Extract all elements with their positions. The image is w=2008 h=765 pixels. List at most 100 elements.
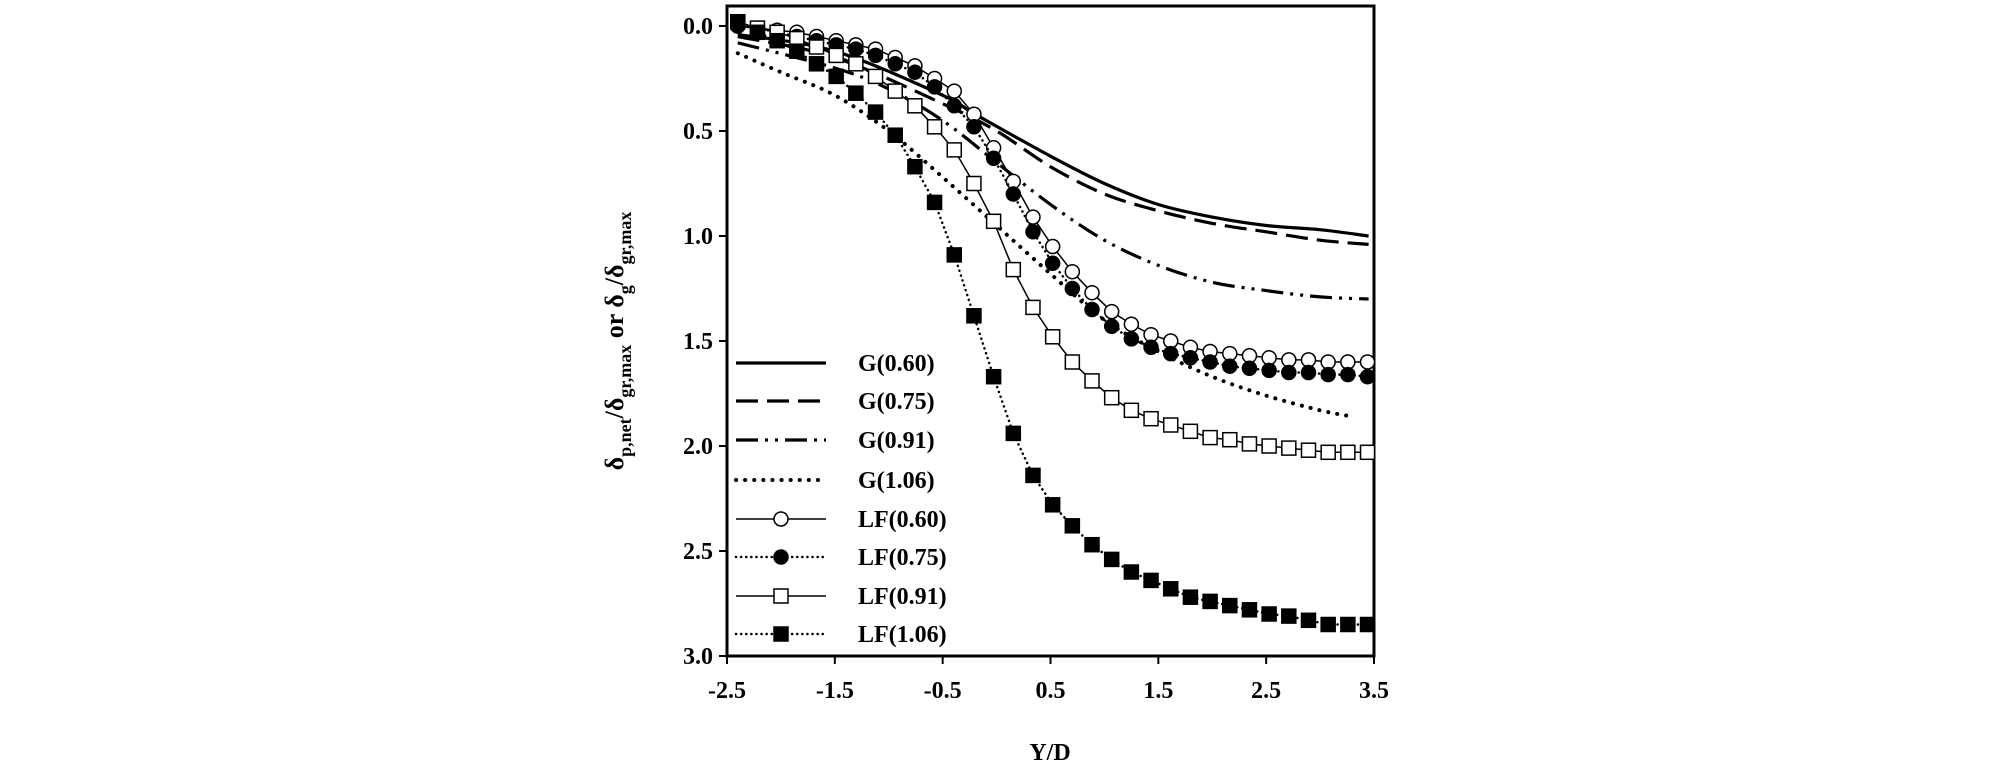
y-tick-label: 2.5 [683,539,713,565]
data-point [946,98,963,114]
data-point [907,64,923,80]
legend-label: LF(0.75) [858,545,947,571]
legend-swatch-marker [773,549,789,565]
data-point [1359,616,1376,633]
data-point [1320,616,1336,633]
data-point [1241,436,1258,452]
data-point [1261,606,1277,622]
data-point [966,175,982,192]
data-point [926,194,943,211]
data-point [828,68,844,85]
data-point [828,47,844,64]
data-point [1359,444,1376,461]
data-point [867,104,884,120]
series-lf-0-75 [730,18,1376,385]
data-point [848,85,864,101]
x-tick-label: -2.5 [708,678,746,704]
x-tick-label: 1.5 [1143,678,1173,704]
legend-swatch-marker [773,626,789,642]
data-point [926,119,943,135]
legend-label: LF(1.06) [858,622,947,648]
legend-label: LF(0.60) [858,507,947,533]
data-point [789,43,805,59]
data-point [926,79,943,95]
series-line [737,21,1368,454]
series-layer [730,14,1376,633]
data-point [1084,536,1100,553]
data-point [1340,366,1356,383]
y-label-symbol: /δ [600,398,629,420]
data-point [1044,497,1061,513]
data-point [1103,389,1120,406]
data-point [1320,444,1336,461]
legend-item: LF(0.60) [736,507,947,533]
data-point [1064,280,1081,297]
x-axis-label: Y/D [1029,740,1070,765]
legend: G(0.60) G(0.75) G(0.91) G(1.06) LF(0.60) LF(0… [734,351,947,648]
data-point [1162,345,1179,362]
data-point [1044,238,1061,255]
data-point [1261,438,1277,454]
data-point [1123,402,1140,419]
data-point [867,68,884,85]
data-point [1103,303,1120,320]
data-point [1182,423,1199,440]
data-point [1162,581,1179,597]
legend-swatch-marker [773,511,789,527]
data-point [848,56,864,72]
x-tick-label: -0.5 [924,678,962,704]
data-point [769,32,785,49]
y-label-symbol: δ [600,457,629,471]
data-point [1359,368,1376,385]
legend-item: LF(1.06) [734,622,947,648]
x-tick-label: 2.5 [1251,678,1281,704]
y-tick-label: 3.0 [683,644,713,670]
data-point [1044,255,1061,272]
series-g-0-75 [737,34,1369,246]
series-lf-1-06 [730,14,1376,633]
data-point [1064,518,1081,534]
data-point [1044,329,1061,345]
legend-label: G(0.60) [858,351,935,377]
series-lf-0-91 [730,14,1376,461]
y-tick-label: 0.5 [683,119,713,145]
data-point [1300,364,1317,381]
data-point [1300,442,1317,458]
x-tick-label: -1.5 [816,678,854,704]
y-axis-label: δp,net/δgr,max or δg/δgr,max [600,212,635,471]
data-point [985,213,1002,230]
data-point [946,247,963,263]
data-point [1084,301,1100,318]
data-point [1064,263,1081,280]
data-point [1025,467,1041,484]
data-point [907,98,923,114]
y-label-symbol: /δ [600,264,629,286]
x-tick-label: 0.5 [1036,678,1066,704]
data-point [1025,224,1041,240]
data-point [1005,425,1022,442]
y-tick-label: 1.5 [683,329,713,355]
data-point [1005,261,1022,278]
data-point [1241,602,1258,618]
legend-item: G(0.60) [736,351,935,377]
data-point [730,14,746,30]
series-g-0-60 [737,32,1369,238]
data-point [966,119,982,135]
y-tick-label: 1.0 [683,224,713,250]
y-tick-label: 2.0 [683,434,713,460]
data-point [1162,417,1179,433]
data-point [1241,360,1258,377]
data-point [985,150,1002,167]
data-point [1025,299,1041,316]
data-point [1143,339,1159,356]
data-point [1123,331,1140,347]
series-line [735,51,1355,419]
data-point [749,24,766,41]
data-point [1103,551,1120,568]
legend-label: G(0.91) [858,428,935,454]
data-point [808,56,825,72]
data-point [1202,429,1218,446]
data-point [1222,597,1238,614]
data-point [1281,608,1297,624]
y-label-subscript: gr,max [615,212,635,265]
